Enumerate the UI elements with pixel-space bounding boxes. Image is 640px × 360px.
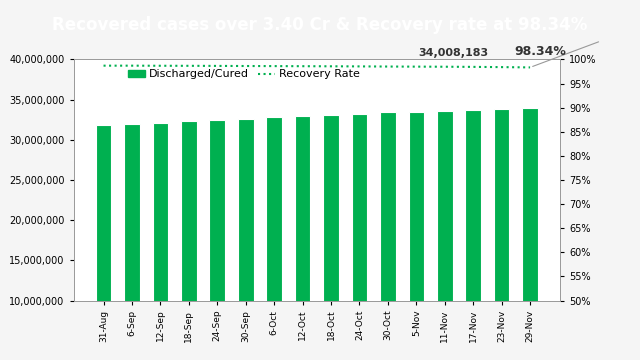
Bar xyxy=(181,121,196,360)
Bar xyxy=(209,120,225,360)
Bar xyxy=(380,112,396,360)
Bar xyxy=(238,119,253,360)
Text: Recovered cases over 3.40 Cr & Recovery rate at 98.34%: Recovered cases over 3.40 Cr & Recovery … xyxy=(52,16,588,34)
Text: 98.34%: 98.34% xyxy=(515,45,566,58)
Bar xyxy=(323,115,339,360)
Bar xyxy=(522,108,538,360)
Bar xyxy=(465,110,481,360)
Bar xyxy=(351,114,367,360)
Bar xyxy=(124,124,140,360)
Bar xyxy=(494,109,509,360)
Bar xyxy=(152,123,168,360)
Bar xyxy=(408,112,424,360)
Legend: Discharged/Cured, Recovery Rate: Discharged/Cured, Recovery Rate xyxy=(124,65,364,84)
Bar xyxy=(96,125,111,360)
Bar xyxy=(295,116,310,360)
Bar xyxy=(266,117,282,360)
Bar xyxy=(437,111,452,360)
Text: 34,008,183: 34,008,183 xyxy=(418,48,488,58)
